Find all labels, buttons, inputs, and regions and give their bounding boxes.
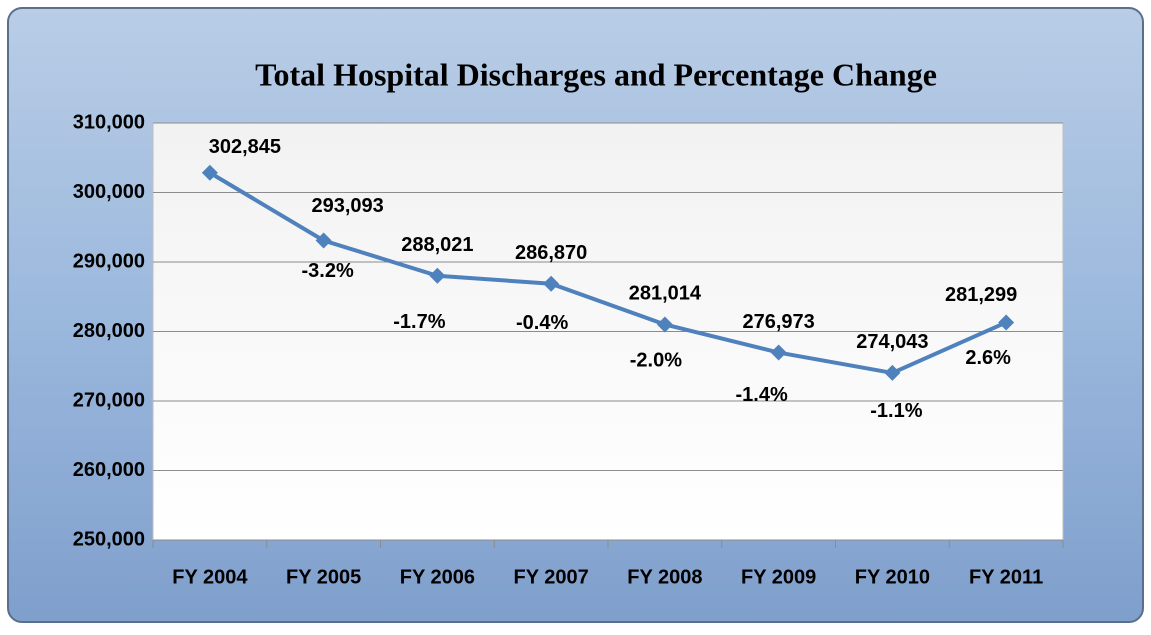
data-label: 274,043 (856, 331, 928, 353)
line (208, 171, 1007, 375)
annotation: 2.6% (965, 347, 1011, 369)
data-label: 302,845 (209, 136, 281, 158)
data-label: 281,014 (629, 283, 702, 305)
marker (998, 314, 1015, 331)
data-label: 293,093 (311, 195, 383, 217)
marker (656, 316, 673, 333)
chart-title: Total Hospital Discharges and Percentage… (255, 56, 937, 92)
y-tick-label: 270,000 (73, 389, 145, 411)
annotation: -1.7% (393, 311, 445, 333)
data-label: 276,973 (742, 311, 814, 333)
x-tick-label: FY 2005 (286, 566, 361, 588)
marker (543, 275, 560, 292)
data-label: 286,870 (515, 242, 587, 264)
y-tick-label: 290,000 (73, 250, 145, 272)
x-tick-label: FY 2010 (855, 566, 930, 588)
y-tick-label: 260,000 (73, 459, 145, 481)
marker (201, 164, 218, 181)
marker (770, 344, 787, 361)
x-tick-label: FY 2006 (400, 566, 475, 588)
marker (884, 364, 901, 381)
x-tick-label: FY 2007 (514, 566, 589, 588)
x-tick-label: FY 2011 (969, 566, 1043, 588)
data-label: 288,021 (401, 234, 473, 256)
annotation: -1.1% (870, 400, 922, 422)
annotation: -0.4% (516, 312, 568, 334)
data-label: 281,299 (945, 284, 1017, 306)
x-tick-label: FY 2009 (741, 566, 816, 588)
annotation: -1.4% (736, 384, 788, 406)
y-tick-label: 250,000 (73, 528, 145, 550)
x-tick-label: FY 2008 (627, 566, 702, 588)
y-tick-label: 310,000 (73, 111, 145, 133)
x-tick-label: FY 2004 (172, 566, 248, 588)
y-tick-label: 280,000 (73, 320, 145, 342)
marker (429, 267, 446, 284)
annotation: -3.2% (302, 260, 354, 282)
marker (315, 232, 332, 249)
annotation: -2.0% (630, 350, 682, 372)
y-tick-label: 300,000 (73, 181, 145, 203)
